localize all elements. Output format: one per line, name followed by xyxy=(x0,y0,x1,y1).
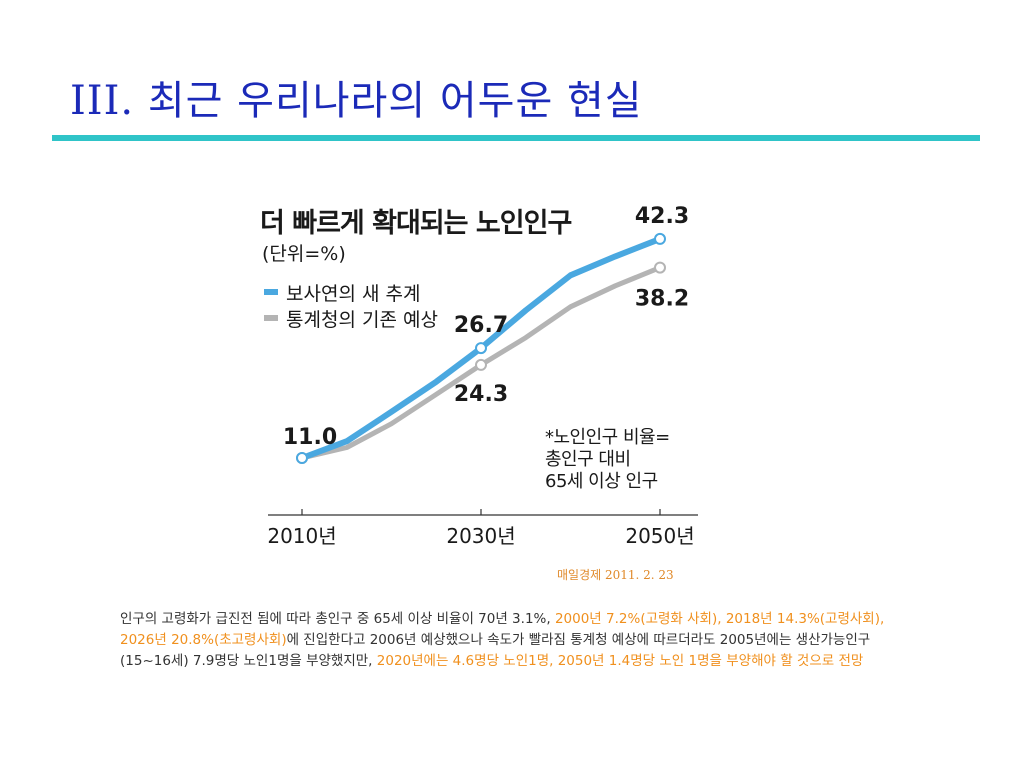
caption-paragraph: 인구의 고령화가 급진전 됨에 따라 총인구 중 65세 이상 비율이 70년 … xyxy=(120,609,920,672)
line-chart: 2010년 2030년 2050년 11.0 26.7 24.3 42.3 38.2 더 빠르… xyxy=(250,195,710,560)
chart-unit: (단위=%) xyxy=(262,243,346,265)
title-underline xyxy=(52,135,980,141)
legend-label: 통계청의 기존 예상 xyxy=(286,308,438,331)
caption-text: 에 진입한다고 2006년 예상했으나 속도가 빨라짐 통계청 예상에 따르더라… xyxy=(120,632,871,669)
x-tick-label: 2030년 xyxy=(446,524,515,548)
caption-highlight: 2000년 7.2%(고령화 사회), 2018년 14.3%(고령사회), 2… xyxy=(120,611,885,648)
chart-legend: 보사연의 새 추계 통계청의 기존 예상 xyxy=(264,279,438,331)
slide-title: III. 최근 우리나라의 어두운 현실 xyxy=(70,78,643,124)
x-tick-label: 2010년 xyxy=(267,524,336,548)
data-label: 11.0 xyxy=(283,425,337,450)
legend-label: 보사연의 새 추계 xyxy=(286,282,421,305)
legend-item-new-estimate: 보사연의 새 추계 xyxy=(264,279,438,305)
source-citation: 매일경제 2011. 2. 23 xyxy=(557,568,674,582)
data-point-marker xyxy=(296,452,308,464)
data-point-marker xyxy=(654,232,666,245)
caption-text: 인구의 고령화가 급진전 됨에 따라 총인구 중 65세 이상 비율이 70년 … xyxy=(120,611,555,627)
data-point-marker xyxy=(475,358,487,371)
legend-swatch-gray xyxy=(264,315,278,321)
legend-item-old-forecast: 통계청의 기존 예상 xyxy=(264,305,438,331)
data-point-marker xyxy=(475,342,487,355)
legend-swatch-blue xyxy=(264,289,278,295)
data-label: 26.7 xyxy=(454,313,508,338)
data-label: 24.3 xyxy=(454,382,508,407)
chart-canvas: 2010년 2030년 2050년 11.0 26.7 24.3 42.3 38.2 xyxy=(267,204,698,548)
data-label: 42.3 xyxy=(635,204,689,229)
x-tick-label: 2050년 xyxy=(625,524,694,548)
data-point-marker xyxy=(654,261,666,274)
caption-highlight: 2020년에는 4.6명당 노인1명, 2050년 1.4명당 노인 1명을 부… xyxy=(376,653,864,669)
data-label: 38.2 xyxy=(635,287,689,312)
chart-title: 더 빠르게 확대되는 노인인구 xyxy=(260,208,572,239)
chart-footnote: *노인인구 비율= 총인구 대비 65세 이상 인구 xyxy=(545,427,670,492)
